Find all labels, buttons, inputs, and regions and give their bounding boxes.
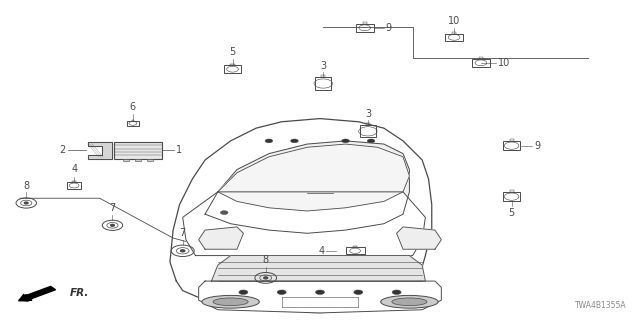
Bar [114, 142, 162, 159]
Circle shape [239, 290, 248, 294]
Text: 8: 8 [262, 255, 269, 265]
Bar [346, 247, 365, 254]
Circle shape [111, 224, 115, 226]
Circle shape [392, 290, 401, 294]
Circle shape [180, 250, 185, 252]
Circle shape [342, 139, 349, 143]
Ellipse shape [202, 295, 259, 308]
Circle shape [24, 202, 28, 204]
Circle shape [265, 139, 273, 143]
Text: 9: 9 [534, 141, 540, 151]
Text: 3: 3 [365, 108, 371, 119]
Bar [356, 24, 374, 32]
Ellipse shape [392, 298, 427, 306]
Ellipse shape [381, 295, 438, 308]
Text: 10: 10 [448, 16, 460, 26]
Bar [67, 182, 81, 189]
Bar [135, 159, 141, 161]
Polygon shape [182, 192, 426, 256]
Circle shape [291, 139, 298, 143]
Bar [362, 22, 367, 24]
Text: FR.: FR. [70, 288, 89, 298]
Circle shape [354, 290, 363, 294]
Text: 4: 4 [71, 164, 77, 174]
Bar [72, 181, 76, 182]
Bar [223, 65, 241, 73]
Bar [321, 75, 325, 77]
Bar [147, 159, 153, 161]
Bar [230, 64, 235, 65]
Polygon shape [205, 141, 410, 233]
Polygon shape [211, 256, 426, 281]
Circle shape [264, 277, 268, 279]
Text: 2: 2 [60, 146, 66, 156]
Text: 3: 3 [320, 61, 326, 71]
Bar [479, 58, 483, 59]
Bar [123, 159, 129, 161]
Text: 7: 7 [180, 228, 186, 238]
Circle shape [316, 290, 324, 294]
Bar [472, 59, 490, 67]
Polygon shape [397, 227, 442, 249]
Text: 5: 5 [229, 47, 236, 57]
Text: 6: 6 [130, 101, 136, 112]
Polygon shape [170, 119, 432, 313]
Ellipse shape [213, 298, 248, 306]
FancyArrow shape [19, 286, 56, 301]
Circle shape [220, 211, 228, 214]
Bar [445, 34, 463, 41]
Bar [452, 32, 456, 34]
Text: 7: 7 [109, 203, 116, 213]
Text: TWA4B1355A: TWA4B1355A [575, 301, 627, 310]
Circle shape [367, 139, 375, 143]
Bar [353, 246, 357, 247]
Bar [360, 125, 376, 137]
Polygon shape [218, 144, 410, 211]
Text: 4: 4 [319, 246, 325, 256]
Circle shape [277, 290, 286, 294]
Polygon shape [88, 142, 112, 159]
Polygon shape [198, 281, 442, 313]
Text: 10: 10 [497, 58, 510, 68]
Bar [509, 190, 513, 192]
Bar [366, 123, 370, 125]
Bar [503, 141, 520, 150]
Bar [131, 120, 134, 121]
Bar [509, 139, 513, 141]
Text: 8: 8 [23, 180, 29, 191]
Bar [127, 121, 139, 126]
Polygon shape [198, 227, 243, 249]
Bar [503, 192, 520, 201]
Text: 5: 5 [508, 208, 515, 218]
Bar [315, 77, 332, 90]
Text: 1: 1 [175, 146, 182, 156]
Text: 9: 9 [386, 23, 392, 33]
